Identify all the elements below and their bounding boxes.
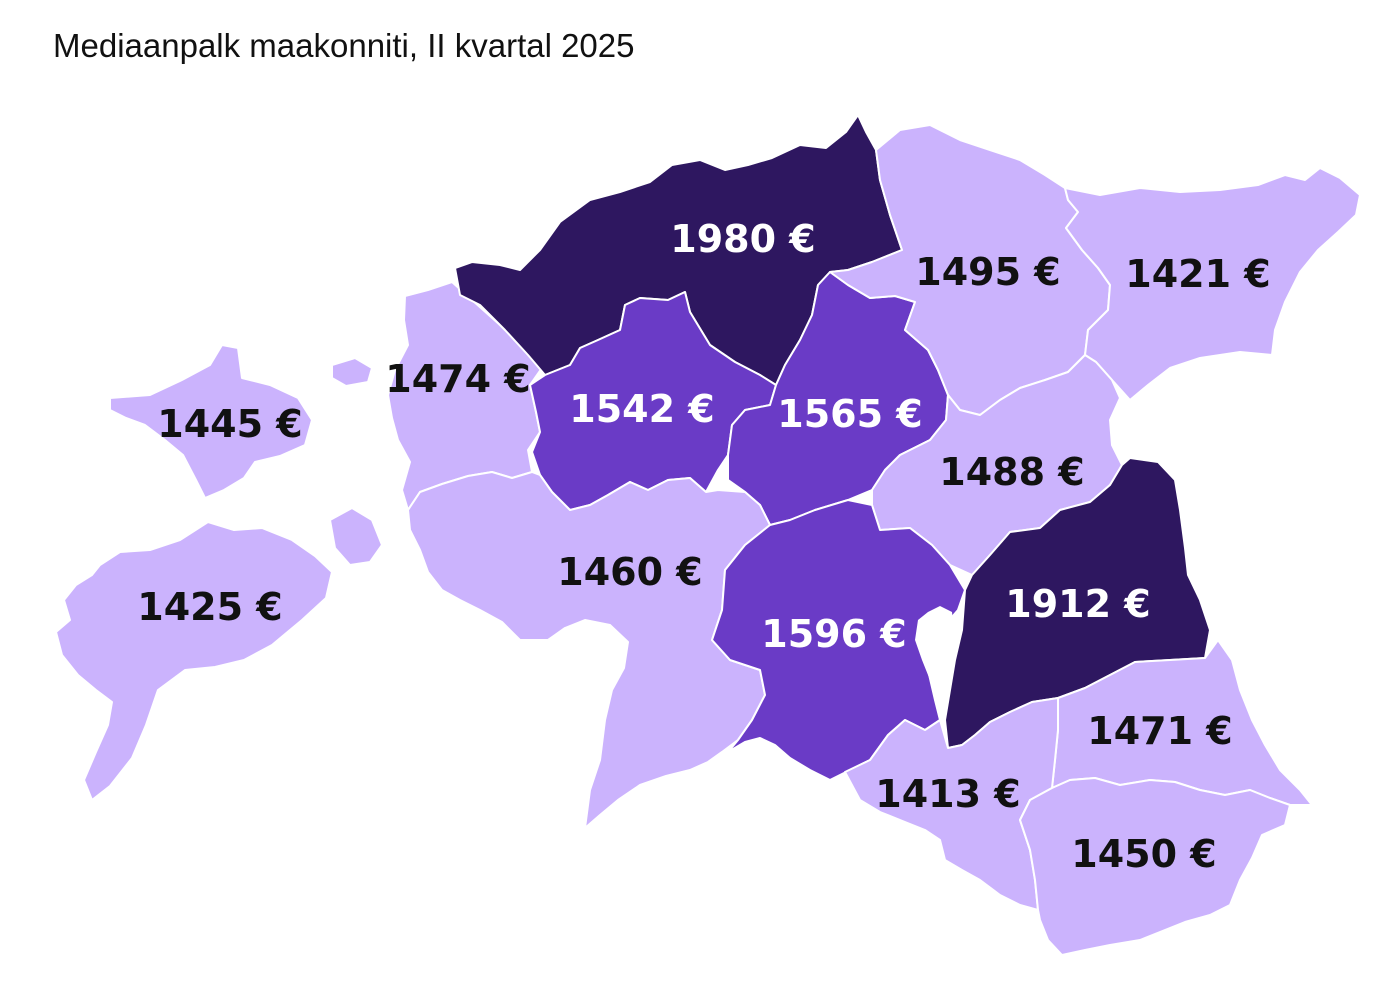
region-saaremaa [55, 521, 333, 801]
lake-vortsjarv [915, 606, 955, 700]
value-label-saaremaa: 1425 € [137, 585, 282, 629]
value-label-jarvamaa: 1565 € [777, 392, 922, 436]
value-label-tartumaa: 1912 € [1005, 582, 1150, 626]
region-parnumaa [407, 471, 771, 829]
value-label-laanemaa: 1474 € [385, 357, 530, 401]
value-label-parnumaa: 1460 € [557, 550, 702, 594]
region-muhu-island [329, 507, 383, 566]
region-ida-virumaa [1064, 167, 1361, 401]
value-label-jogevamaa: 1488 € [939, 450, 1084, 494]
value-label-hiiumaa: 1445 € [157, 402, 302, 446]
region-vorumaa [1019, 777, 1291, 956]
value-label-harjumaa: 1980 € [670, 217, 815, 261]
value-label-vorumaa: 1450 € [1071, 832, 1216, 876]
region-vormsi-island [331, 357, 373, 387]
map-title: Mediaanpalk maakonniti, II kvartal 2025 [53, 27, 635, 64]
value-label-valgamaa: 1413 € [875, 772, 1020, 816]
value-label-ida-virumaa: 1421 € [1125, 252, 1270, 296]
value-label-polvamaa: 1471 € [1087, 709, 1232, 753]
value-label-raplamaa: 1542 € [569, 387, 714, 431]
value-label-laane-virumaa: 1495 € [915, 250, 1060, 294]
region-hiiumaa [109, 344, 313, 499]
value-label-viljandimaa: 1596 € [761, 612, 906, 656]
